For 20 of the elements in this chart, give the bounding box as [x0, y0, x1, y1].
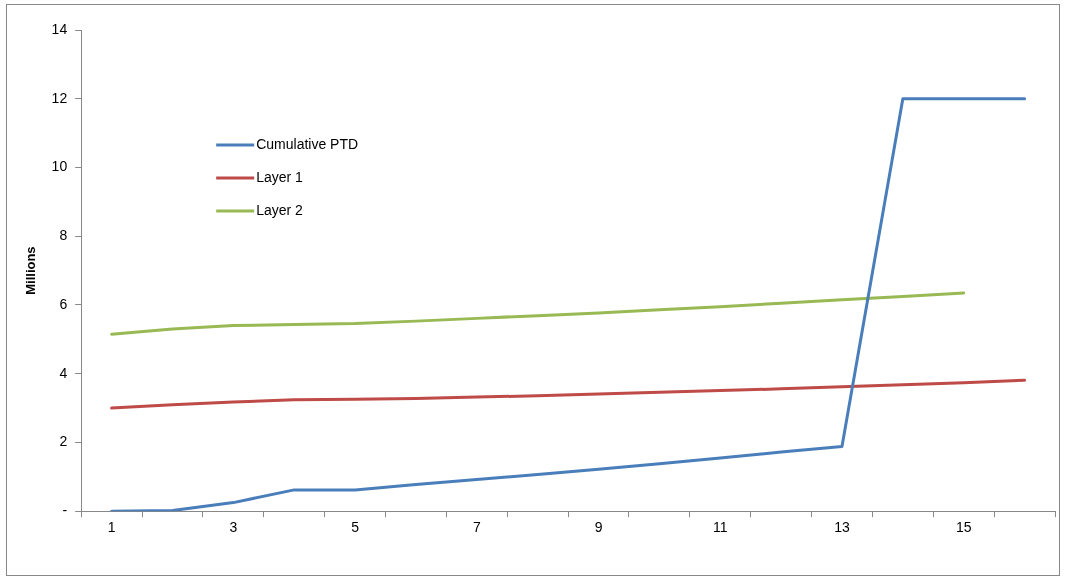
- x-tick-label: 7: [472, 519, 481, 536]
- x-tick-label: 13: [834, 519, 850, 536]
- legend-label: Layer 2: [256, 201, 304, 218]
- y-tick-label: 14: [51, 20, 68, 37]
- x-tick-label: 9: [594, 519, 603, 536]
- y-tick-label: -: [62, 502, 68, 519]
- y-tick-label: 4: [59, 364, 68, 381]
- y-tick-label: 2: [59, 433, 68, 450]
- y-tick-label: 12: [51, 89, 68, 106]
- legend-label: Cumulative PTD: [256, 135, 359, 152]
- x-tick-label: 11: [712, 519, 728, 536]
- x-tick-label: 15: [955, 519, 972, 536]
- x-tick-label: 5: [351, 519, 360, 536]
- y-axis-title: Millions: [23, 246, 39, 295]
- x-tick-label: 1: [107, 519, 116, 536]
- x-tick-label: 3: [229, 519, 238, 536]
- legend-label: Layer 1: [256, 168, 304, 185]
- y-tick-label: 6: [59, 295, 68, 312]
- y-tick-label: 10: [51, 158, 68, 175]
- y-tick-label: 8: [59, 227, 68, 244]
